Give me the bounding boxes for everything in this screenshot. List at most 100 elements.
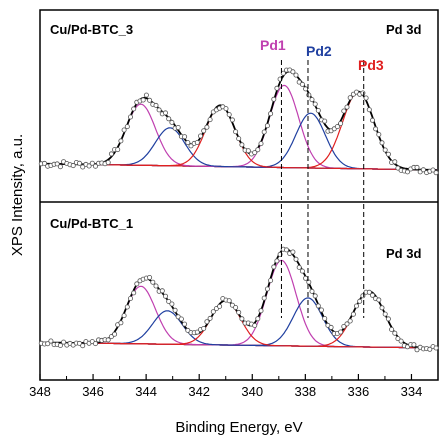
data-point <box>293 256 299 262</box>
data-point <box>350 311 356 317</box>
data-point <box>268 277 274 283</box>
data-point <box>93 163 99 169</box>
data-point <box>303 86 309 92</box>
envelope-line <box>40 70 437 171</box>
data-point <box>108 151 114 157</box>
data-point <box>147 274 153 280</box>
data-point <box>322 315 328 321</box>
data-point <box>309 97 315 103</box>
x-tick-label: 342 <box>188 384 210 399</box>
data-point <box>42 160 48 166</box>
data-point <box>172 307 178 313</box>
data-point <box>57 164 63 170</box>
data-point <box>140 97 146 103</box>
data-point <box>57 342 63 348</box>
data-point <box>312 101 318 107</box>
x-tick-label: 344 <box>135 384 157 399</box>
data-point <box>420 167 426 173</box>
panel-bottom-region-label: Pd 3d <box>386 246 421 261</box>
data-point <box>210 309 216 315</box>
data-point <box>338 121 344 127</box>
label-pd1: Pd1 <box>260 37 286 53</box>
data-point <box>347 95 353 101</box>
data-point <box>252 150 258 156</box>
data-point <box>48 338 54 344</box>
data-point <box>143 92 149 98</box>
data-point <box>178 316 184 322</box>
data-point <box>169 119 175 125</box>
data-point <box>299 268 305 274</box>
data-point <box>274 85 280 91</box>
data-point <box>376 297 382 303</box>
data-point <box>271 264 277 270</box>
data-point <box>229 117 235 123</box>
data-point <box>105 159 111 165</box>
data-point <box>299 81 305 87</box>
data-point <box>121 313 127 319</box>
data-point <box>373 126 379 132</box>
data-point <box>108 334 114 340</box>
data-point <box>233 304 239 310</box>
data-point <box>118 320 124 326</box>
label-pd2: Pd2 <box>306 43 332 59</box>
data-point <box>127 114 133 120</box>
data-point <box>255 316 261 322</box>
data-point <box>427 346 433 352</box>
data-point <box>255 147 261 153</box>
data-point <box>185 140 191 146</box>
data-point <box>315 303 321 309</box>
data-point <box>334 124 340 130</box>
data-point <box>290 69 296 75</box>
data-point <box>150 279 156 285</box>
data-point <box>124 304 130 310</box>
data-point <box>411 342 417 348</box>
panel-top-region-label: Pd 3d <box>386 22 421 37</box>
data-point <box>280 70 286 76</box>
data-point <box>293 72 299 78</box>
data-point <box>54 161 60 167</box>
data-point <box>201 325 207 331</box>
data-point <box>131 106 137 112</box>
data-point <box>360 90 366 96</box>
data-point <box>236 136 242 142</box>
data-point <box>274 258 280 264</box>
data-point <box>194 329 200 335</box>
data-point <box>226 112 232 118</box>
data-point <box>344 321 350 327</box>
y-axis-title: XPS Intensity, a.u. <box>9 134 26 256</box>
data-point <box>303 275 309 281</box>
data-point <box>134 281 140 287</box>
data-point <box>261 295 267 301</box>
data-point <box>207 117 213 123</box>
data-point <box>347 318 353 324</box>
data-point <box>268 111 274 117</box>
data-point <box>153 102 159 108</box>
data-point <box>252 322 258 328</box>
data-point <box>61 339 67 345</box>
data-point <box>363 95 369 101</box>
data-point <box>124 124 130 130</box>
data-point <box>156 107 162 113</box>
data-point <box>226 298 232 304</box>
data-point <box>382 147 388 153</box>
data-point <box>45 341 51 347</box>
data-point <box>86 163 92 169</box>
x-axis-title: Binding Energy, eV <box>175 419 302 436</box>
data-point <box>366 107 372 113</box>
data-point <box>283 247 289 253</box>
data-point <box>322 118 328 124</box>
data-point <box>392 159 398 165</box>
data-point <box>398 338 404 344</box>
data-point <box>233 129 239 135</box>
data-point <box>430 167 436 173</box>
data-point <box>162 110 168 116</box>
data-point <box>261 129 267 135</box>
data-point <box>223 106 229 112</box>
data-point <box>93 341 99 347</box>
data-point <box>153 283 159 289</box>
data-point <box>70 163 76 169</box>
label-pd3: Pd3 <box>358 57 384 73</box>
data-point <box>80 343 86 349</box>
data-point <box>188 143 194 149</box>
x-axis-ticks: 348 346 344 342 340 338 336 334 <box>29 374 422 399</box>
